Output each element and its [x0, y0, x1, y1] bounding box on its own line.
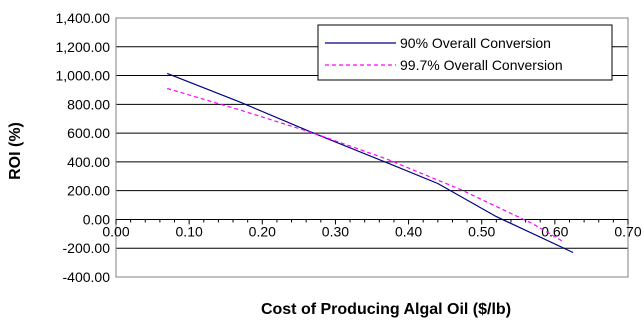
y-tick-label: 400.00 [67, 154, 110, 170]
y-tick-label: -200.00 [63, 240, 111, 256]
y-axis-title: ROI (%) [7, 122, 24, 180]
y-tick-label: 200.00 [67, 183, 110, 199]
x-axis-ticks [115, 219, 629, 225]
y-tick-label: 1,200.00 [56, 39, 111, 55]
x-tick-label: 0.60 [541, 223, 568, 239]
legend: 90% Overall Conversion 99.7% Overall Con… [317, 24, 613, 81]
x-tick-label: 0.40 [395, 223, 422, 239]
legend-box [317, 24, 613, 81]
x-tick-label: 0.50 [468, 223, 495, 239]
x-axis-title: Cost of Producing Algal Oil ($/lb) [261, 301, 511, 318]
x-tick-label: 0.10 [176, 223, 203, 239]
y-tick-label: 800.00 [67, 96, 110, 112]
y-tick-label: 0.00 [83, 211, 110, 227]
series-line-1 [166, 72, 574, 254]
x-axis-labels: 0.00 0.10 0.20 0.30 0.40 0.50 0.60 0.70 [102, 223, 641, 239]
x-tick-label: 0.20 [249, 223, 276, 239]
y-tick-label: 1,400.00 [56, 10, 111, 26]
legend-label-series-1: 90% Overall Conversion [400, 35, 551, 51]
series-line-2 [167, 87, 563, 242]
legend-label-series-2: 99.7% Overall Conversion [400, 57, 563, 73]
y-tick-label: 1,000.00 [56, 68, 111, 84]
x-tick-label: 0.70 [614, 223, 641, 239]
x-tick-label: 0.30 [322, 223, 349, 239]
x-tick-label: 0.00 [102, 223, 129, 239]
y-tick-label: 600.00 [67, 125, 110, 141]
series-layer [166, 72, 574, 254]
y-axis-labels: 1,400.00 1,200.00 1,000.00 800.00 600.00 400.… [56, 10, 111, 285]
y-tick-label: -400.00 [63, 269, 111, 285]
plot-area-border [115, 17, 629, 278]
